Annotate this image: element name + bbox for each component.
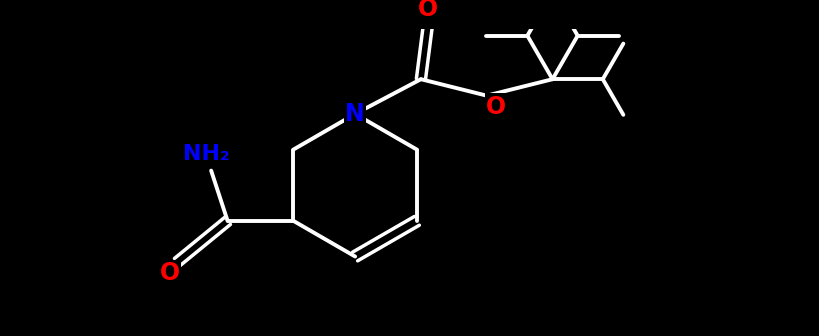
Text: O: O xyxy=(419,0,438,21)
Text: O: O xyxy=(486,95,506,119)
Text: N: N xyxy=(346,102,365,126)
Text: O: O xyxy=(160,261,180,285)
Text: NH₂: NH₂ xyxy=(183,144,230,164)
